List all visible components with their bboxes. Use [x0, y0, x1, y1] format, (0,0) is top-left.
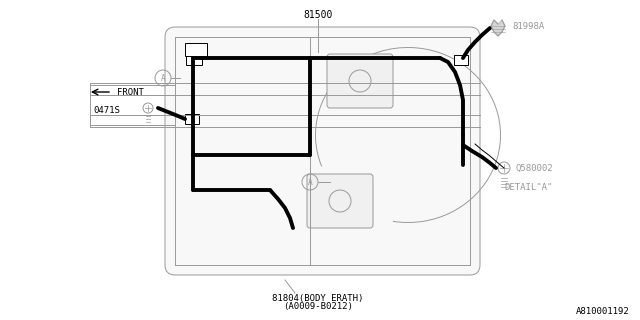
- FancyBboxPatch shape: [327, 54, 393, 108]
- Text: A: A: [308, 178, 312, 187]
- FancyBboxPatch shape: [307, 174, 373, 228]
- Text: 0471S: 0471S: [93, 106, 120, 115]
- Text: Q580002: Q580002: [515, 164, 552, 172]
- Text: 81804(BODY ERATH): 81804(BODY ERATH): [272, 293, 364, 302]
- Text: A810001192: A810001192: [576, 308, 630, 316]
- Text: (A0009-B0212): (A0009-B0212): [283, 302, 353, 311]
- Text: 81998A: 81998A: [512, 21, 544, 30]
- Bar: [185, 114, 199, 124]
- Text: DETAIL"A": DETAIL"A": [504, 182, 552, 191]
- Bar: [185, 43, 207, 56]
- Text: FRONT: FRONT: [117, 87, 144, 97]
- Text: A: A: [161, 74, 165, 83]
- FancyBboxPatch shape: [165, 27, 480, 275]
- Bar: [186, 56, 202, 65]
- Polygon shape: [491, 20, 505, 36]
- Bar: [454, 55, 468, 65]
- Text: 81500: 81500: [303, 10, 333, 20]
